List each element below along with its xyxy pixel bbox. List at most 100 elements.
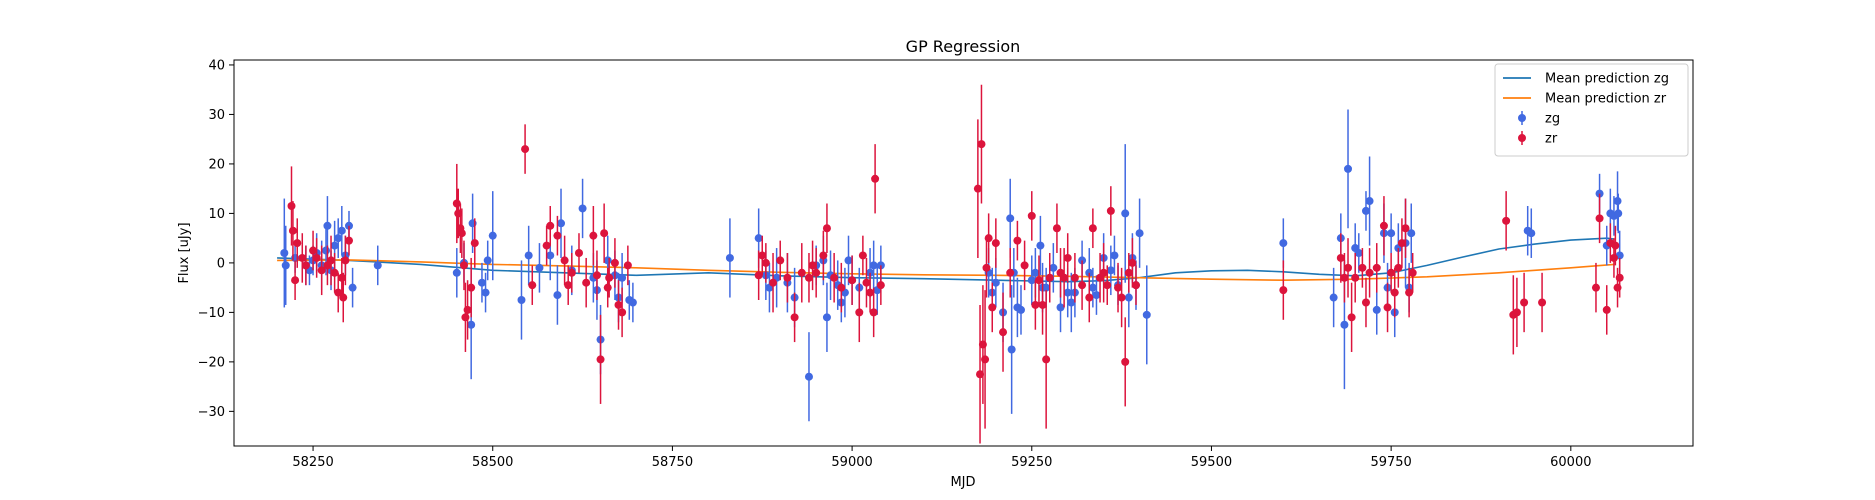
data-point-zg: [1110, 251, 1119, 260]
data-point-zr: [1502, 216, 1511, 225]
data-point-zr: [1379, 221, 1388, 230]
data-point-zr: [1347, 313, 1356, 322]
data-point-zr: [1394, 263, 1403, 272]
series-zr: [287, 84, 1624, 444]
data-point-zr: [1344, 263, 1353, 272]
legend-label: zg: [1545, 112, 1560, 127]
data-point-zr: [1358, 263, 1367, 272]
data-point-zr: [542, 241, 551, 250]
data-point-zr: [1027, 211, 1036, 220]
data-point-zr: [1387, 268, 1396, 277]
data-point-zg: [467, 320, 476, 329]
data-point-zr: [790, 313, 799, 322]
data-point-zr: [1121, 357, 1130, 366]
data-point-zr: [1361, 298, 1370, 307]
data-point-zr: [988, 303, 997, 312]
data-point-zg: [1106, 266, 1115, 275]
data-point-zr: [871, 174, 880, 183]
data-point-zr: [1106, 206, 1115, 215]
data-point-zr: [1045, 273, 1054, 282]
data-point-zg: [280, 249, 289, 257]
data-point-zr: [1034, 276, 1043, 285]
data-point-zg: [578, 204, 587, 213]
data-point-zr: [855, 308, 864, 317]
y-tick-label: −20: [198, 355, 225, 370]
data-point-zr: [521, 145, 530, 154]
data-point-zg: [337, 226, 346, 235]
data-point-zr: [991, 239, 1000, 248]
data-point-zg: [1329, 293, 1338, 302]
data-point-zg: [535, 263, 544, 272]
data-point-zg: [1407, 229, 1416, 238]
data-point-zr: [470, 239, 479, 248]
data-point-zr: [339, 293, 348, 302]
data-point-zr: [330, 268, 339, 277]
data-point-zg: [1036, 241, 1045, 250]
data-point-zg: [1527, 229, 1536, 238]
data-point-zr: [1383, 303, 1392, 312]
data-point-zr: [1020, 261, 1029, 270]
data-point-zg: [1135, 229, 1144, 238]
data-point-zr: [288, 226, 297, 235]
data-point-zr: [341, 256, 350, 265]
data-point-zr: [1013, 236, 1022, 245]
data-point-zg: [481, 288, 490, 297]
data-point-zr: [589, 231, 598, 240]
data-point-zr: [977, 140, 986, 149]
data-point-zg: [1340, 320, 1349, 329]
data-point-zg: [517, 296, 526, 305]
data-point-zr: [1078, 281, 1087, 290]
data-point-zr: [1538, 298, 1547, 307]
data-point-zr: [291, 276, 300, 285]
axes-layer: 58250 58500 58750 59000 59250 59500 59750 60000…: [198, 58, 1592, 470]
y-tick-label: 20: [208, 157, 225, 172]
x-tick-label: 58250: [292, 455, 333, 470]
series-zg: [280, 109, 1624, 422]
data-point-zg: [628, 298, 637, 307]
data-point-zr: [1099, 268, 1108, 277]
data-point-zg: [1092, 291, 1101, 300]
legend-frame: [1494, 63, 1689, 157]
data-point-zg: [348, 283, 357, 292]
data-point-zg: [725, 253, 734, 262]
data-point-zr: [1060, 273, 1069, 282]
y-tick-label: 40: [208, 58, 225, 73]
data-point-zr: [1031, 300, 1040, 309]
data-point-zr: [869, 308, 878, 317]
data-point-zr: [1595, 214, 1604, 223]
data-point-zr: [981, 355, 990, 364]
data-point-zr: [1131, 281, 1140, 290]
data-point-zr: [1006, 268, 1015, 277]
data-point-zg: [991, 278, 1000, 287]
data-point-zr: [1397, 239, 1406, 248]
data-point-zr: [830, 273, 839, 282]
data-point-zr: [837, 283, 846, 292]
data-point-zg: [1279, 239, 1288, 248]
data-point-zr: [1128, 258, 1137, 267]
data-point-zr: [293, 239, 302, 248]
data-point-zr: [1365, 268, 1374, 277]
data-point-zg: [323, 221, 332, 230]
data-point-zr: [528, 281, 537, 290]
data-point-zg: [1614, 209, 1623, 218]
data-point-zg: [1088, 283, 1097, 292]
data-point-zg: [524, 251, 533, 260]
data-point-zg: [1049, 263, 1058, 272]
legend-marker-swatch: [1518, 114, 1526, 122]
data-point-zr: [1405, 288, 1414, 297]
data-point-zr: [982, 263, 991, 272]
data-point-zg: [1063, 288, 1072, 297]
data-point-zg: [869, 261, 878, 270]
data-point-zg: [804, 372, 813, 381]
data-point-zr: [603, 283, 612, 292]
data-point-zr: [334, 288, 343, 297]
data-point-zr: [776, 256, 785, 265]
data-point-zr: [600, 229, 609, 238]
data-point-zg: [1361, 206, 1370, 215]
data-point-zg: [844, 256, 853, 265]
data-point-zg: [1121, 209, 1130, 218]
data-point-zr: [1390, 288, 1399, 297]
data-point-zr: [1340, 273, 1349, 282]
data-point-zg: [1027, 276, 1036, 285]
data-point-zg: [1031, 268, 1040, 277]
